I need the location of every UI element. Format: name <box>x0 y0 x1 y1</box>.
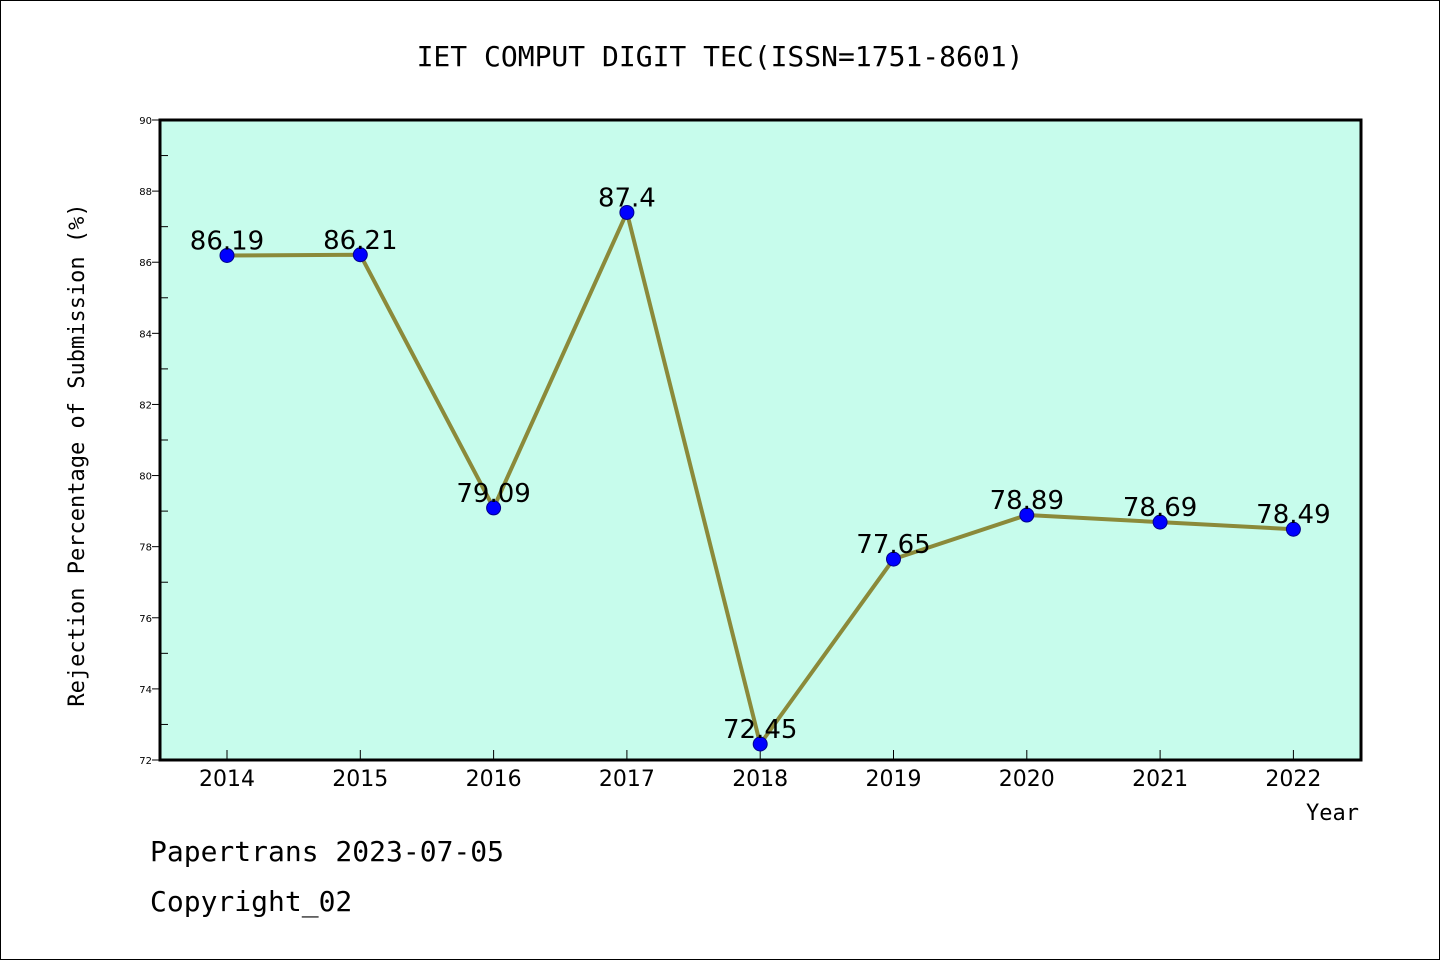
x-tick-label: 2015 <box>332 767 388 792</box>
data-label: 87.4 <box>598 183 656 213</box>
data-label: 78.49 <box>1256 500 1330 530</box>
y-axis-label: Rejection Percentage of Submission (%) <box>65 203 90 706</box>
data-point-marker <box>1152 514 1168 530</box>
data-point-marker <box>1285 521 1301 537</box>
data-point-marker <box>1019 507 1035 523</box>
y-tick-label: 72 <box>139 756 152 767</box>
x-tick-label: 2014 <box>199 767 255 792</box>
y-tick-label: 82 <box>139 400 152 411</box>
x-tick-label: 2019 <box>866 767 922 792</box>
y-tick-label: 84 <box>139 329 152 340</box>
series-group: 86.19 86.21 79.09 87.4 72.45 77.65 78.89 78.69 7… <box>190 183 1331 752</box>
data-point-marker <box>886 551 901 567</box>
data-point-marker <box>219 247 235 263</box>
footer-date-text: Papertrans 2023-07-05 <box>150 835 505 868</box>
data-point-marker <box>619 204 635 220</box>
data-label: 86.19 <box>190 226 264 256</box>
data-point-marker <box>352 247 368 263</box>
y-tick-label: 86 <box>139 258 152 269</box>
footer-copyright-text: Copyright_02 <box>150 885 353 918</box>
x-tick-label: 2022 <box>1265 767 1321 792</box>
data-label: 79.09 <box>456 479 530 509</box>
data-label: 86.21 <box>323 226 397 256</box>
data-label: 72.45 <box>723 715 797 745</box>
y-tick-label: 88 <box>139 187 152 198</box>
y-tick-label: 80 <box>139 472 152 483</box>
chart-title: IET COMPUT DIGIT TEC(ISSN=1751-8601) <box>417 40 1024 73</box>
data-point-marker <box>752 736 768 752</box>
y-tick-label: 78 <box>139 543 152 554</box>
data-label: 78.89 <box>990 486 1064 516</box>
x-tick-label: 2016 <box>466 767 522 792</box>
data-label: 78.69 <box>1123 493 1197 523</box>
y-axis: 72 74 76 78 80 82 84 86 88 90 <box>139 116 168 767</box>
y-tick-label: 90 <box>139 116 152 127</box>
x-tick-label: 2021 <box>1132 767 1188 792</box>
y-tick-label: 76 <box>139 614 152 625</box>
x-axis-label: Year <box>1306 801 1359 826</box>
data-point-marker <box>486 500 502 516</box>
x-axis: 2014 2015 2016 2017 2018 2019 2020 2021 2022 <box>199 750 1321 792</box>
x-tick-label: 2018 <box>732 767 788 792</box>
data-label: 77.65 <box>856 530 930 560</box>
y-tick-label: 74 <box>139 685 152 696</box>
plot-area <box>158 118 1363 762</box>
x-tick-label: 2017 <box>599 767 655 792</box>
x-tick-label: 2020 <box>999 767 1055 792</box>
